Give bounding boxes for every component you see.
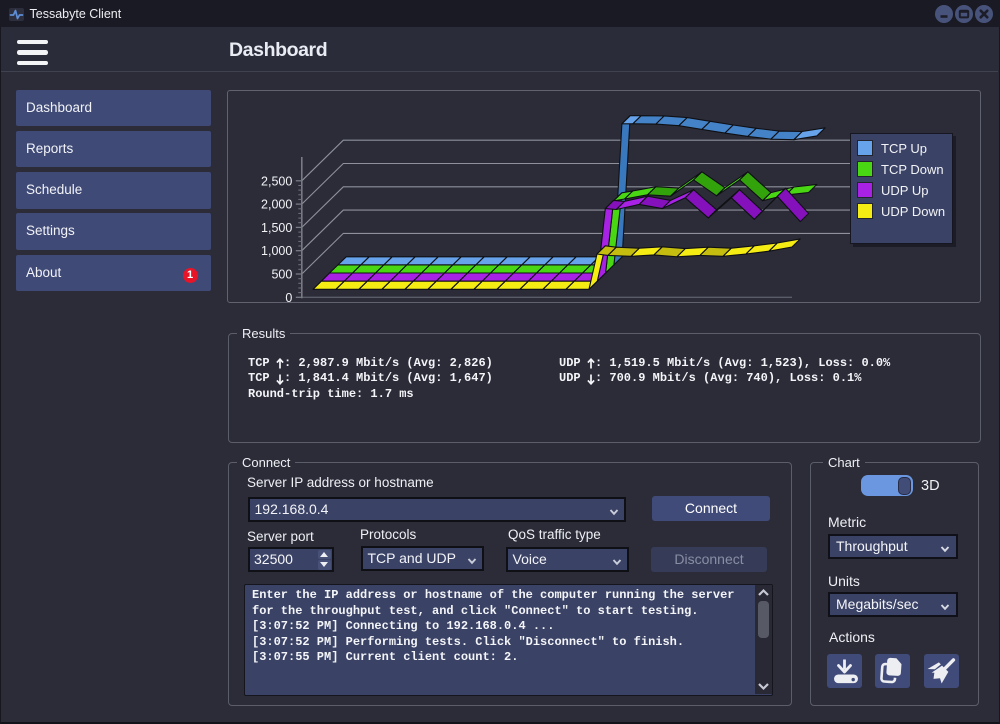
svg-text:2,500: 2,500: [261, 174, 292, 188]
svg-text:500: 500: [271, 268, 292, 282]
svg-text:1,000: 1,000: [261, 244, 292, 258]
svg-text:1,500: 1,500: [261, 221, 292, 235]
svg-text:0: 0: [285, 291, 292, 304]
svg-text:2,000: 2,000: [261, 198, 292, 212]
